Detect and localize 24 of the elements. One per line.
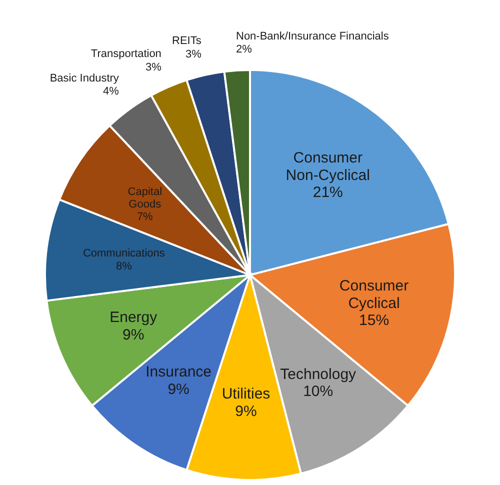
data-label: 2%	[236, 43, 252, 56]
data-label: 9%	[122, 326, 144, 344]
data-label: 3%	[146, 61, 162, 74]
data-label: 21%	[312, 184, 343, 202]
data-label: 3%	[185, 48, 202, 60]
slice-label: Capital Goods	[128, 186, 162, 210]
slice-label: REITs	[172, 35, 202, 48]
data-label: 15%	[359, 312, 390, 330]
slice-label: Technology	[280, 366, 357, 383]
data-label: 4%	[103, 86, 120, 98]
slice-label: Consumer Cyclical	[339, 278, 409, 312]
data-label: 8%	[116, 260, 132, 272]
slice-label: Insurance	[146, 364, 212, 381]
slice-label: Transportation	[90, 48, 162, 60]
slice-label: Communications	[82, 248, 166, 260]
slice-label: Non-Bank/Insurance Financials	[236, 30, 390, 42]
slice-label: Basic Industry	[50, 72, 120, 84]
slice-label: Consumer Non-Cyclical	[286, 150, 370, 184]
slice-label: Energy	[110, 309, 158, 326]
data-label: 9%	[168, 380, 190, 398]
data-label: 10%	[303, 383, 334, 400]
slice-label: Utilities	[222, 386, 270, 403]
data-label: 7%	[136, 211, 154, 224]
data-label: 9%	[235, 402, 257, 420]
